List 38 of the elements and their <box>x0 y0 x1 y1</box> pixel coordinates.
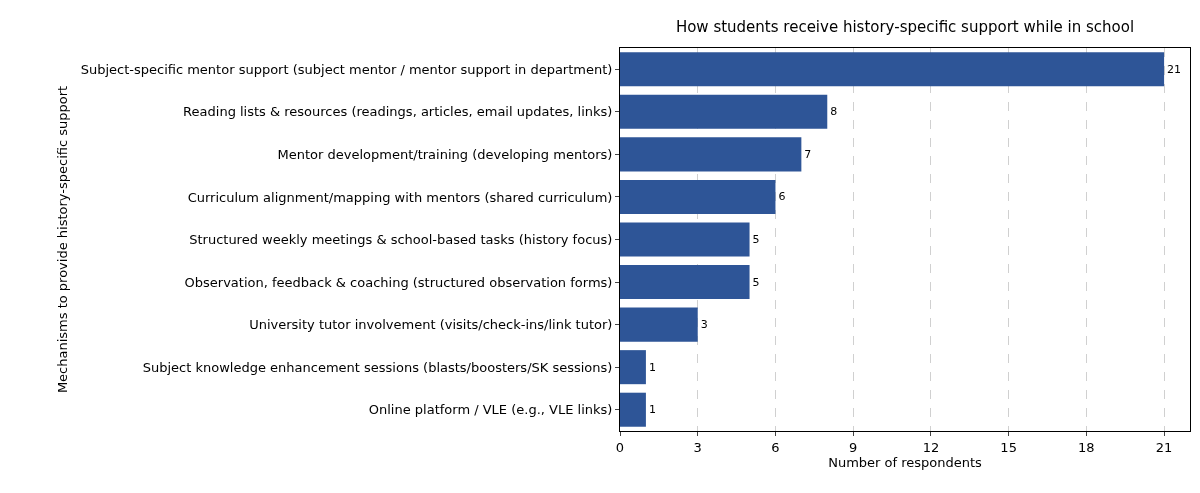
data-label: 1 <box>648 360 656 374</box>
bar <box>620 392 646 427</box>
chart-title: How students receive history-specific support while in school <box>675 18 1135 37</box>
data-label: 1 <box>648 403 656 417</box>
data-label: 3 <box>700 318 708 332</box>
y-tick-label: Curriculum alignment/mapping with mentors (shared curriculum) <box>187 189 613 205</box>
y-tick-label: Structured weekly meetings & school-based tasks (history focus) <box>189 232 613 248</box>
bar <box>620 137 802 172</box>
x-tick-label: 18 <box>1078 439 1095 455</box>
y-axis-title: Mechanisms to provide history-specific support <box>54 85 70 394</box>
x-tick-label: 0 <box>615 439 625 455</box>
bar <box>620 265 750 300</box>
data-label: 7 <box>804 147 812 161</box>
x-tick-label: 12 <box>922 439 940 455</box>
data-label: 5 <box>752 233 760 246</box>
x-axis-title: Number of respondents <box>828 455 983 471</box>
bar <box>620 52 1165 87</box>
bar <box>620 222 750 257</box>
data-label: 5 <box>752 275 760 289</box>
data-label: 6 <box>778 190 786 204</box>
data-label: 8 <box>830 105 838 119</box>
x-tick-label: 6 <box>771 439 780 455</box>
x-tick-label: 15 <box>1000 439 1017 455</box>
y-tick-label: Subject-specific mentor support (subject mentor / mentor support in department) <box>80 61 613 77</box>
y-tick-label: University tutor involvement (visits/check-ins/link tutor) <box>249 317 613 333</box>
x-tick-label: 9 <box>849 439 858 455</box>
bar <box>620 307 698 342</box>
bar <box>620 94 828 129</box>
y-tick-label: Mentor development/training (developing mentors) <box>277 146 613 162</box>
x-tick-label: 3 <box>693 439 702 455</box>
y-tick-label: Reading lists & resources (readings, articles, email updates, links) <box>183 104 613 120</box>
x-tick-label: 21 <box>1155 439 1173 455</box>
bar <box>620 179 776 214</box>
data-label: 21 <box>1167 62 1182 76</box>
y-tick-label: Online platform / VLE (e.g., VLE links) <box>368 402 613 418</box>
y-tick-label: Subject knowledge enhancement sessions (blasts/boosters/SK sessions) <box>142 359 613 375</box>
y-tick-label: Observation, feedback & coaching (structured observation forms) <box>184 274 613 290</box>
bar <box>620 350 646 385</box>
